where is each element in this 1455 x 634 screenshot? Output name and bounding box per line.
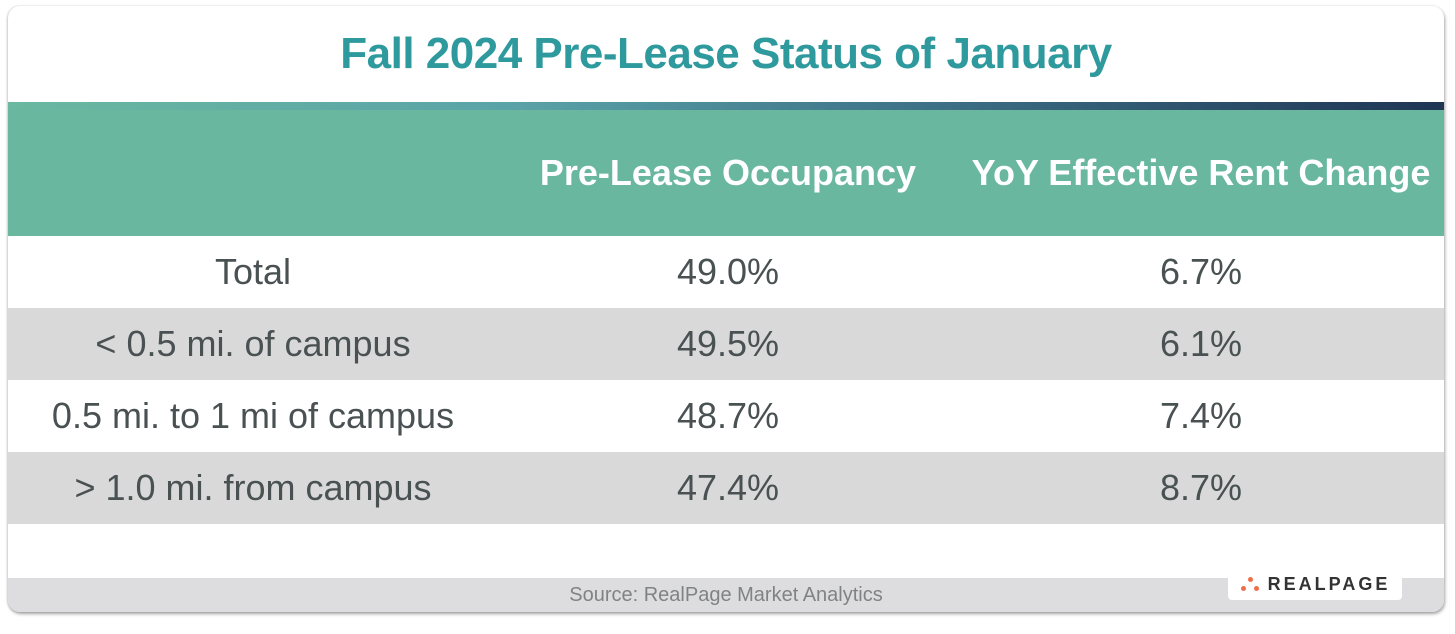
row-label: Total	[214, 251, 292, 292]
table-row: < 0.5 mi. of campus 49.5% 6.1%	[8, 308, 1444, 380]
occupancy-value: 49.0%	[676, 251, 780, 292]
rent-change-value: 7.4%	[1159, 395, 1243, 436]
table-body: Total 49.0% 6.7% < 0.5 mi. of campus 49.…	[8, 236, 1444, 524]
header-pre-lease-occupancy: Pre-Lease Occupancy	[539, 152, 917, 193]
chart-title: Fall 2024 Pre-Lease Status of January	[340, 29, 1112, 78]
source-note: Source: RealPage Market Analytics	[569, 583, 883, 606]
table-row: > 1.0 mi. from campus 47.4% 8.7%	[8, 452, 1444, 524]
rent-change-value: 6.1%	[1159, 323, 1243, 364]
occupancy-value: 49.5%	[676, 323, 780, 364]
row-label: > 1.0 mi. from campus	[74, 467, 432, 508]
row-label: 0.5 mi. to 1 mi of campus	[51, 395, 455, 436]
table-row: 0.5 mi. to 1 mi of campus 48.7% 7.4%	[8, 380, 1444, 452]
row-label: < 0.5 mi. of campus	[95, 323, 411, 364]
footer: Source: RealPage Market Analytics REALPA…	[8, 568, 1444, 612]
logo-text: REALPAGE	[1267, 573, 1391, 594]
table-card: Fall 2024 Pre-Lease Status of January Pr…	[8, 6, 1444, 612]
table-header: Pre-Lease Occupancy YoY Effective Rent C…	[8, 110, 1444, 236]
table-row: Total 49.0% 6.7%	[8, 236, 1444, 308]
rent-change-value: 8.7%	[1159, 467, 1243, 508]
occupancy-value: 47.4%	[676, 467, 780, 508]
gradient-divider	[8, 102, 1444, 110]
logo-dots-icon	[1240, 575, 1262, 593]
rent-change-value: 6.7%	[1159, 251, 1243, 292]
occupancy-value: 48.7%	[676, 395, 780, 436]
header-yoy-rent-change: YoY Effective Rent Change	[971, 152, 1431, 193]
realpage-logo: REALPAGE	[1228, 568, 1402, 600]
